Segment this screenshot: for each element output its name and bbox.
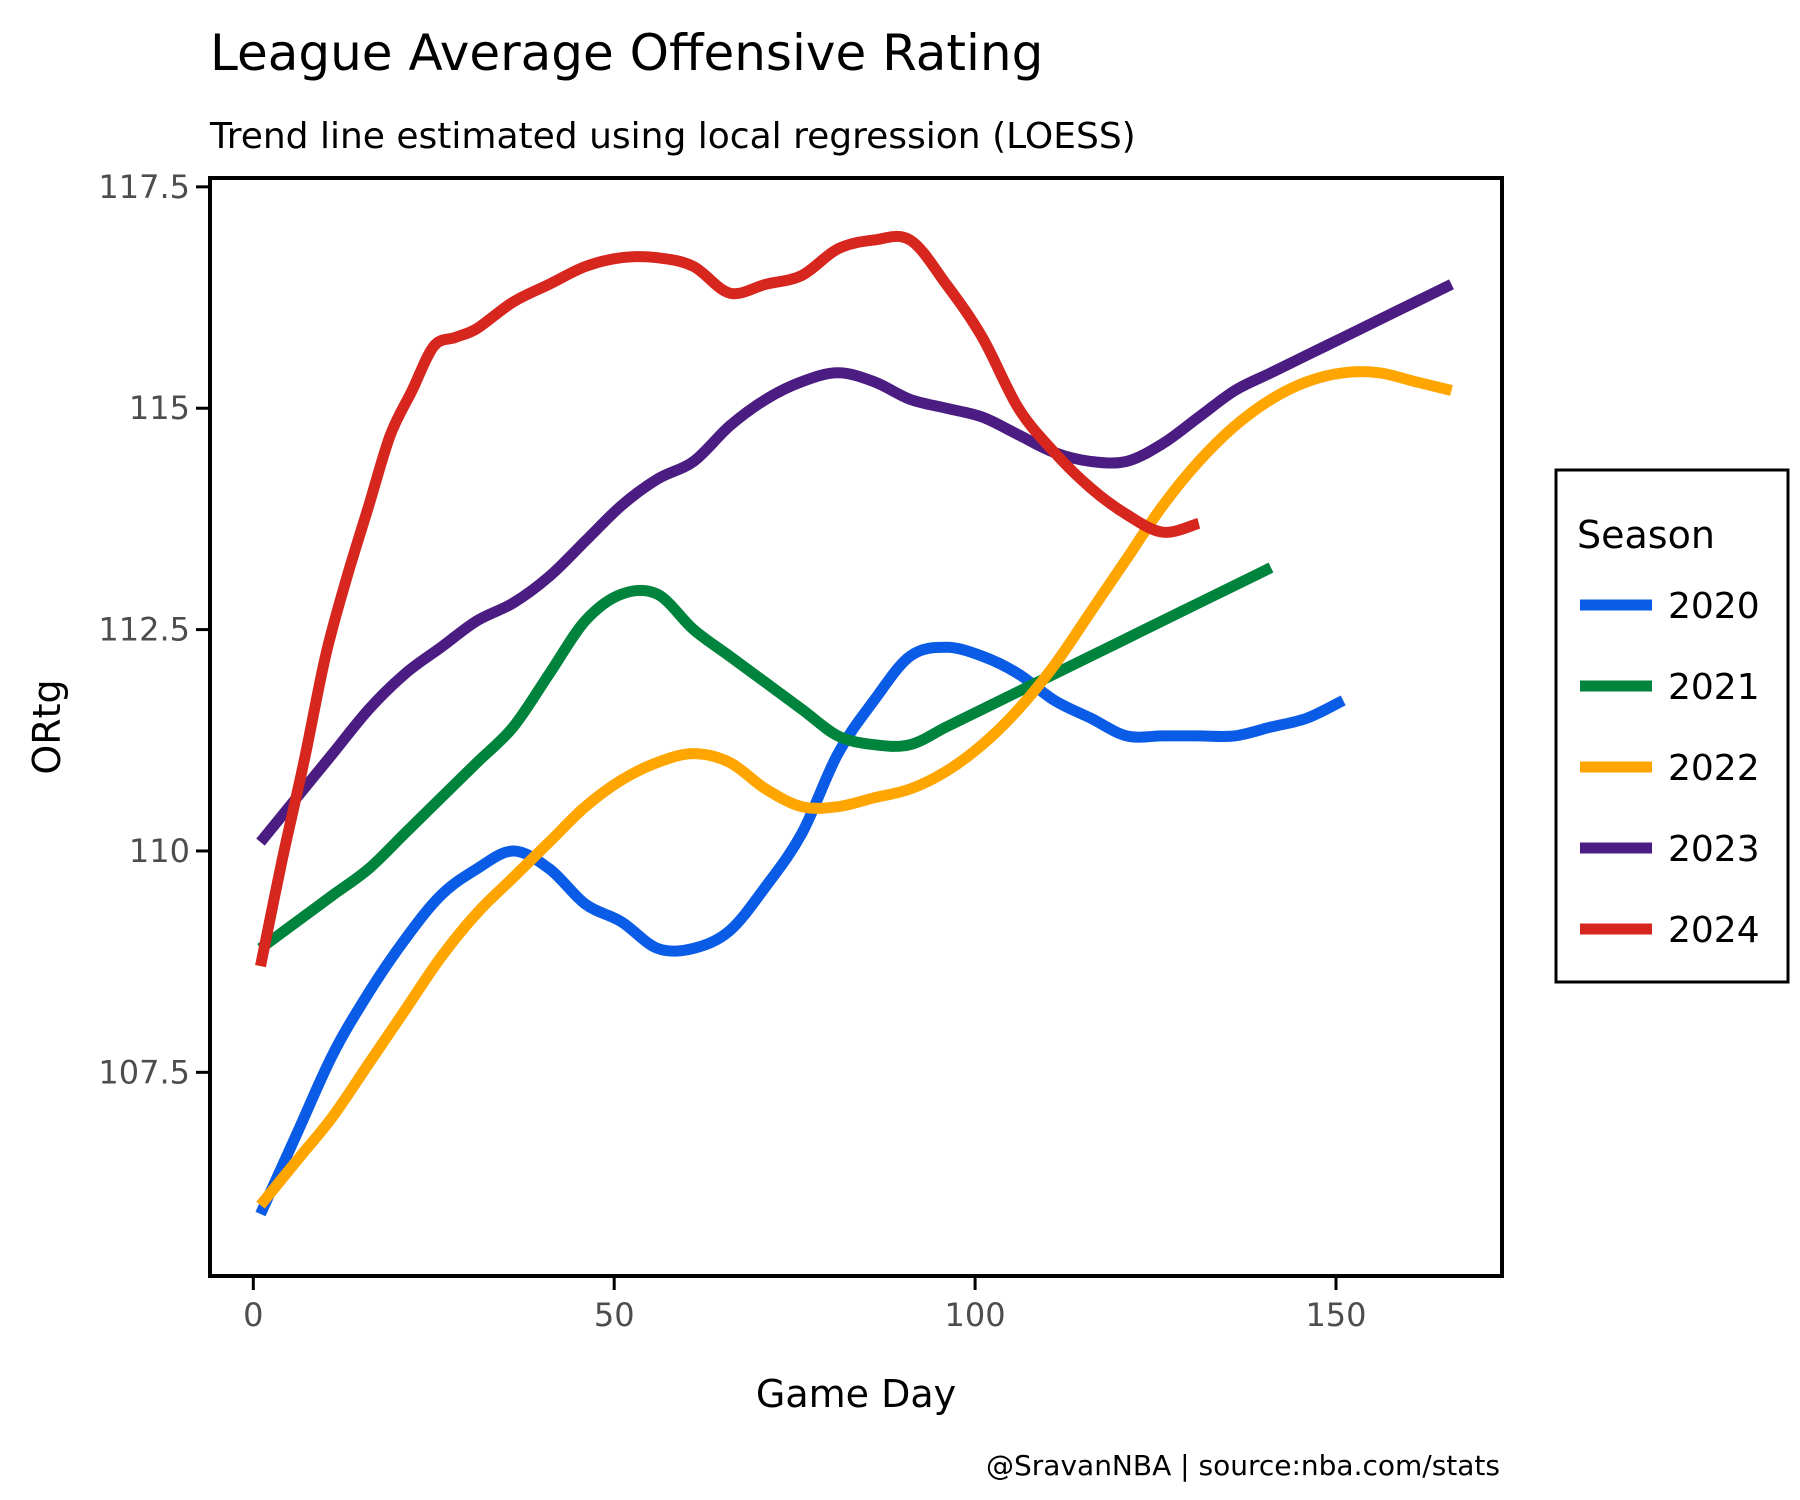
x-axis: 0 50 100 150 [243,1276,1367,1334]
y-tick-label: 117.5 [98,168,190,206]
legend-label-2023: 2023 [1668,829,1760,870]
series-line-2023 [256,279,1454,846]
legend-title: Season [1577,513,1715,557]
legend: Season 2020 2021 2022 2023 2024 [1554,468,1790,984]
legend-box [1554,468,1790,984]
series-line-2020 [255,641,1346,1217]
series-line-2024 [255,230,1201,968]
legend-label-2021: 2021 [1668,667,1760,708]
x-tick-label: 50 [594,1296,635,1334]
series-line-2021 [257,562,1274,953]
y-axis: 107.5 110 112.5 115 117.5 [98,168,210,1091]
x-tick-label: 100 [945,1296,1006,1334]
series-line-2022 [256,366,1453,1209]
y-tick-label: 115 [129,389,190,427]
x-axis-title: Game Day [756,1372,956,1416]
x-tick-label: 150 [1305,1296,1366,1334]
y-tick-label: 110 [129,832,190,870]
x-tick-label: 0 [243,1296,263,1334]
legend-label-2022: 2022 [1668,748,1760,789]
y-tick-label: 107.5 [98,1053,190,1091]
legend-label-2020: 2020 [1668,586,1760,627]
legend-label-2024: 2024 [1668,910,1760,951]
chart-title: League Average Offensive Rating [210,24,1043,82]
caption: @SravanNBA | source:nba.com/stats [986,1449,1500,1482]
chart-subtitle: Trend line estimated using local regress… [209,116,1136,157]
y-axis-title: ORtg [25,679,69,774]
legend-items: 2020 2021 2022 2023 2024 [1580,586,1760,951]
y-tick-label: 112.5 [98,611,190,649]
series-layer [255,230,1454,1217]
